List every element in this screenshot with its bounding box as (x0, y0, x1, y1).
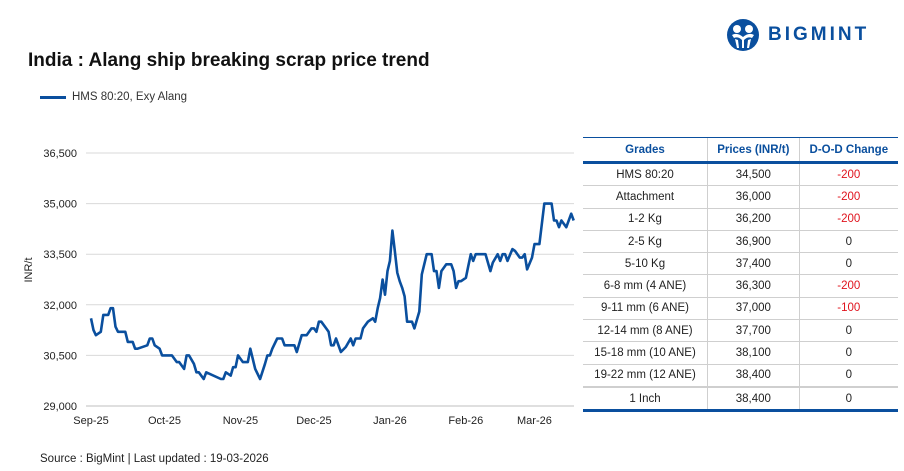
cell-grade: 1-2 Kg (583, 208, 708, 231)
cell-grade: Attachment (583, 185, 708, 209)
cell-dod-change: 0 (798, 230, 898, 254)
header-prices: Prices (INR/t) (706, 137, 800, 164)
cell-price: 36,300 (706, 274, 800, 298)
y-tick-label: 35,000 (43, 199, 77, 211)
cell-price: 36,000 (706, 185, 800, 209)
table-row: 1-2 Kg 36,200 -200 (583, 208, 898, 231)
cell-price: 37,400 (706, 252, 800, 276)
chart-title: India : Alang ship breaking scrap price … (28, 50, 430, 71)
table-row: 1 Inch 38,400 0 (583, 385, 898, 413)
table-row: 5-10 Kg 37,400 0 (583, 252, 898, 276)
y-axis-label: INR/t (23, 257, 35, 282)
cell-grade: 15-18 mm (10 ANE) (583, 341, 708, 365)
legend-swatch (40, 95, 66, 99)
table-row: Attachment 36,000 -200 (583, 185, 898, 209)
cell-dod-change: -200 (798, 274, 898, 298)
grades-price-table: Grades Prices (INR/t) D-O-D Change HMS 8… (583, 137, 898, 413)
cell-price: 34,500 (706, 162, 800, 187)
table-row: 15-18 mm (10 ANE) 38,100 0 (583, 341, 898, 365)
bigmint-logo-icon (727, 19, 759, 51)
x-tick-label: Nov-25 (223, 415, 258, 427)
y-tick-label: 32,000 (43, 300, 77, 312)
cell-grade: HMS 80:20 (583, 162, 708, 187)
cell-grade: 6-8 mm (4 ANE) (583, 274, 708, 298)
cell-price: 36,900 (706, 230, 800, 254)
cell-grade: 19-22 mm (12 ANE) (583, 364, 708, 388)
x-tick-label: Oct-25 (148, 415, 181, 427)
table-row: 19-22 mm (12 ANE) 38,400 0 (583, 364, 898, 388)
cell-dod-change: -100 (798, 297, 898, 321)
legend-label: HMS 80:20, Exy Alang (72, 91, 188, 103)
x-tick-label: Jan-26 (373, 415, 407, 427)
source-note: Source : BigMint | Last updated : 19-03-… (40, 453, 269, 465)
y-tick-label: 36,500 (43, 148, 77, 160)
cell-dod-change: 0 (798, 364, 898, 388)
table-row: 12-14 mm (8 ANE) 37,700 0 (583, 319, 898, 343)
cell-dod-change: 0 (798, 341, 898, 365)
y-tick-label: 30,500 (43, 350, 77, 362)
header-grades: Grades (583, 137, 708, 164)
cell-grade: 5-10 Kg (583, 252, 708, 276)
y-tick-label: 33,500 (43, 249, 77, 261)
cell-dod-change: 0 (798, 385, 898, 413)
cell-price: 38,100 (706, 341, 800, 365)
y-tick-label: 29,000 (43, 401, 77, 413)
table-row: 9-11 mm (6 ANE) 37,000 -100 (583, 297, 898, 321)
cell-price: 38,400 (706, 364, 800, 388)
table-row: 2-5 Kg 36,900 0 (583, 230, 898, 254)
series-line-hms-80-20 (89, 202, 575, 381)
bigmint-logo: BIGMINT (726, 18, 869, 52)
x-tick-label: Dec-25 (296, 415, 331, 427)
header-dod-change: D-O-D Change (798, 137, 898, 164)
cell-dod-change: -200 (798, 162, 898, 187)
x-tick-label: Feb-26 (448, 415, 483, 427)
cell-dod-change: -200 (798, 185, 898, 209)
cell-dod-change: 0 (798, 252, 898, 276)
bigmint-wordmark: BIGMINT (768, 24, 870, 45)
x-tick-label: Sep-25 (73, 415, 108, 427)
table-row: HMS 80:20 34,500 -200 (583, 162, 898, 187)
table-row: 6-8 mm (4 ANE) 36,300 -200 (583, 274, 898, 298)
cell-dod-change: 0 (798, 319, 898, 343)
cell-grade: 9-11 mm (6 ANE) (583, 297, 708, 321)
legend: HMS 80:20, Exy Alang (40, 91, 187, 103)
cell-price: 37,700 (706, 319, 800, 343)
cell-price: 36,200 (706, 208, 800, 231)
table-header-row: Grades Prices (INR/t) D-O-D Change (583, 137, 898, 164)
cell-dod-change: -200 (798, 208, 898, 231)
cell-grade: 2-5 Kg (583, 230, 708, 254)
cell-grade: 12-14 mm (8 ANE) (583, 319, 708, 343)
cell-price: 37,000 (706, 297, 800, 321)
cell-price: 38,400 (706, 385, 800, 413)
x-tick-label: Mar-26 (517, 415, 552, 427)
cell-grade: 1 Inch (583, 385, 708, 413)
